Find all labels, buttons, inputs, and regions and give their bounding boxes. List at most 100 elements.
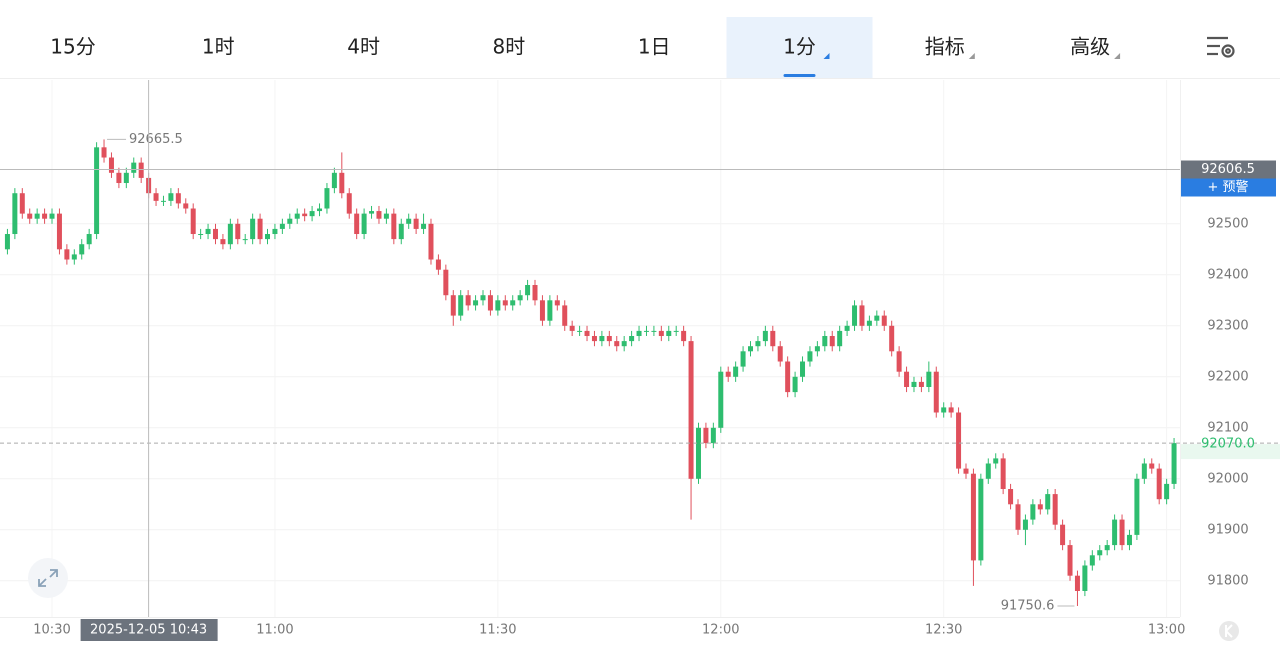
tab[interactable]: 8时 [493,35,526,59]
candle-body [369,211,375,214]
candle-body [1008,488,1014,505]
candle-body [235,223,241,240]
expand-icon[interactable] [28,558,68,598]
candle [881,310,887,331]
candle-body [1052,494,1058,525]
tab-label: 1日 [638,35,671,59]
tab[interactable]: 1分 [726,17,873,78]
candle-body [614,341,620,347]
crosshair-date-label: 2025-12-05 10:43 [90,623,207,638]
candle [1089,550,1095,571]
candle-body [443,269,449,296]
candle [859,300,865,331]
tab[interactable]: 高级 [1070,35,1121,60]
candle [1126,529,1132,551]
candle [1000,453,1006,495]
candle-body [740,351,746,367]
candle-body [19,193,25,214]
candle [1008,483,1014,510]
candle-body [346,193,352,214]
candle [748,341,754,357]
candle-body [562,305,568,326]
candle [86,228,92,250]
x-tick-label: 11:30 [479,623,516,638]
candle-body [1171,443,1177,484]
candle-body [339,172,345,194]
candle [688,336,694,520]
tab[interactable]: 1日 [638,35,671,59]
candle-body [547,300,553,321]
candle [970,468,976,586]
candle-body [695,427,701,479]
candle-body [1000,458,1006,489]
candle-body [279,223,285,229]
candle-body [978,478,984,561]
settings-icon[interactable] [1207,36,1235,58]
candle-body [1060,524,1066,546]
candle-body [34,213,40,219]
candle-body [294,213,300,219]
candle [673,325,679,337]
candle [138,157,144,184]
candle [1022,514,1028,546]
candle [948,402,954,418]
candle [1097,545,1103,561]
candle [391,208,397,245]
candle-body [651,330,657,332]
candle-body [748,346,754,352]
candle-body [956,412,962,469]
candle [324,183,330,214]
candle [487,290,493,316]
y-tick-label: 92100 [1207,420,1248,435]
candle-body [383,213,389,219]
candle [762,325,768,347]
candle [294,208,300,224]
candle [4,228,10,255]
candle [79,239,85,260]
last-price-label: 92070.0 [1201,437,1255,452]
candle-body [643,330,649,332]
candle [777,341,783,367]
tab[interactable]: 1时 [202,35,235,59]
candle-body [1030,504,1036,520]
tab-label: 8时 [493,35,526,59]
tab[interactable]: 指标 [925,35,975,60]
candle [435,254,441,275]
candle-body [131,162,137,173]
candle [287,213,293,229]
candle-body [792,376,798,393]
candle-body [762,330,768,342]
candle [1149,458,1155,474]
candle-body [844,325,850,331]
candle [539,295,545,326]
tab-label: 4时 [347,35,380,59]
candle-body [525,285,531,296]
candle-body [86,234,92,245]
candle [428,218,434,265]
tab[interactable]: 4时 [347,35,380,59]
candle [933,366,939,418]
candle-body [406,218,412,224]
candle-body [584,330,590,337]
candle [1112,514,1118,551]
tab[interactable]: 15分 [50,35,95,59]
tab-label: 1时 [202,35,235,59]
candle-body [250,218,256,240]
candle-body [1082,565,1088,591]
candle-body [963,468,969,474]
candle-body [465,295,471,306]
candle [785,356,791,398]
y-tick-label: 92400 [1207,267,1248,282]
candle-body [933,371,939,413]
candle [666,325,672,342]
candle-body [770,330,776,347]
alert-button[interactable]: + 预警 [1207,179,1248,195]
candle [376,205,382,224]
alert-button-bg[interactable] [1181,178,1276,197]
candle [473,295,479,311]
candle-body [458,295,464,316]
candle [807,346,813,367]
candle-body [1134,478,1140,535]
